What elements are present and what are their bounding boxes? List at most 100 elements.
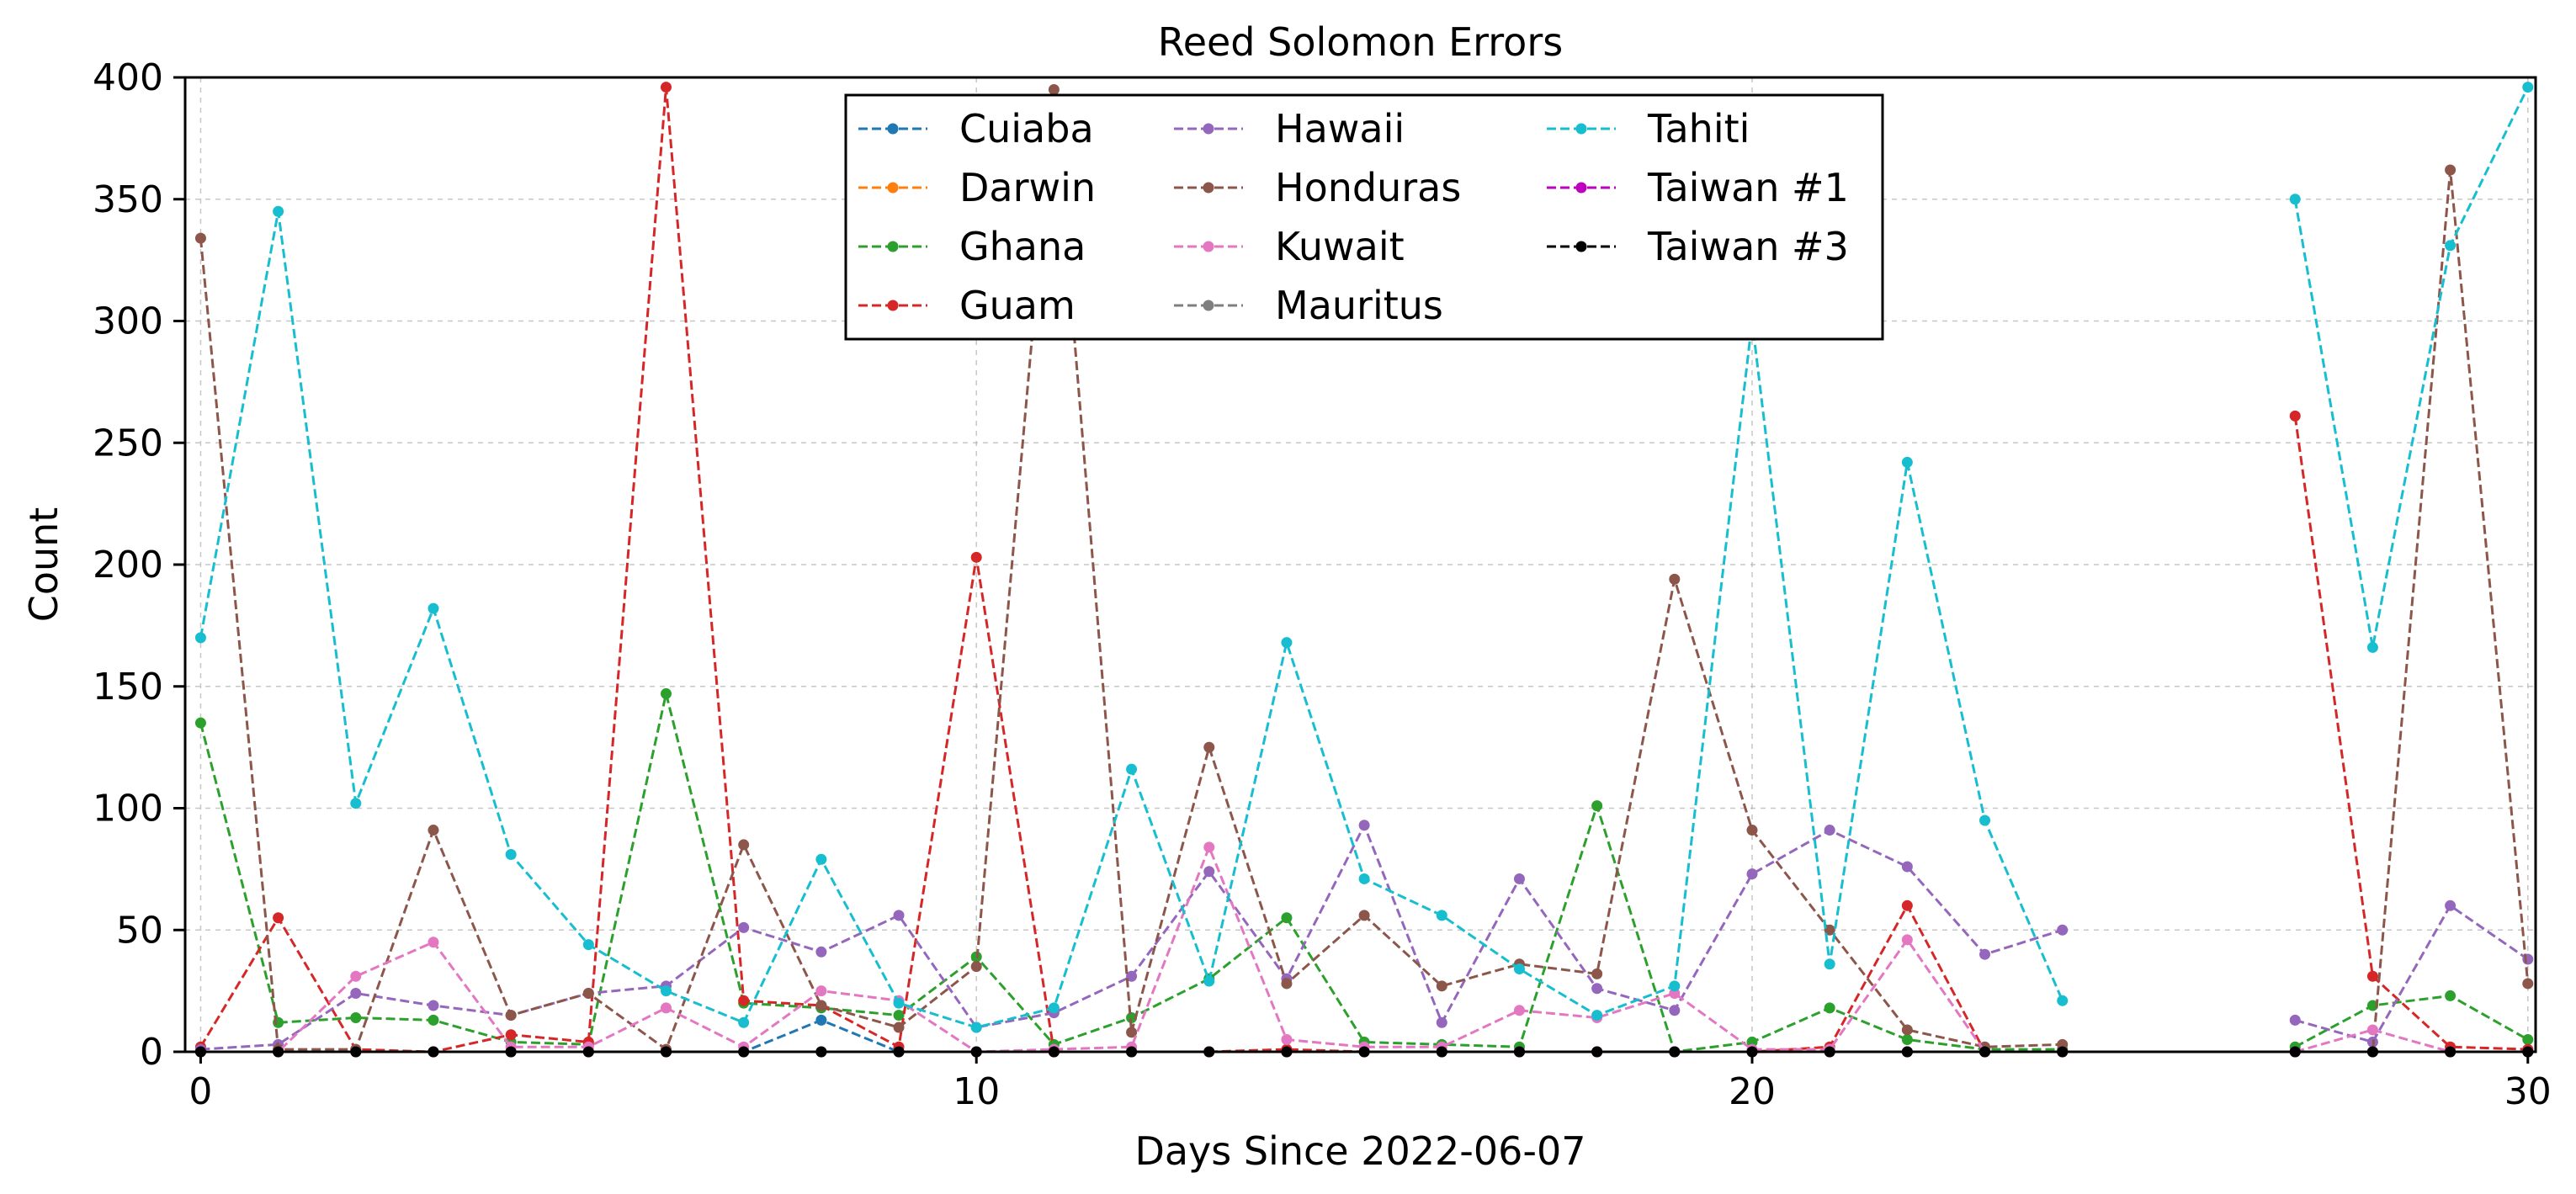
data-point-tahiti xyxy=(661,985,672,997)
y-tick-label: 250 xyxy=(93,422,163,464)
data-point-hawaii xyxy=(1126,970,1138,982)
data-point-tahiti xyxy=(1126,763,1138,775)
data-point-kuwait xyxy=(661,1002,672,1014)
data-point-kuwait xyxy=(350,970,362,982)
data-point-tahiti xyxy=(815,853,827,865)
x-axis-label: Days Since 2022-06-07 xyxy=(1134,1128,1585,1174)
data-point-honduras xyxy=(738,839,750,851)
legend-label: Honduras xyxy=(1275,165,1461,210)
data-point-hawaii xyxy=(1203,866,1215,878)
y-tick-label: 50 xyxy=(116,909,163,952)
y-tick-label: 300 xyxy=(93,300,163,343)
y-tick-label: 200 xyxy=(93,544,163,586)
data-point-honduras xyxy=(194,232,206,244)
data-point-guam xyxy=(505,1029,517,1041)
series-line-ghana xyxy=(2294,994,2529,1048)
data-point-tahiti xyxy=(428,602,439,614)
data-point-kuwait xyxy=(1281,1034,1293,1046)
legend-label: Kuwait xyxy=(1275,224,1405,269)
data-point-tahiti xyxy=(1436,910,1447,921)
data-point-honduras xyxy=(893,1022,905,1033)
legend-item-hawaii: Hawaii xyxy=(1174,106,1405,151)
data-point-tahiti xyxy=(893,997,905,1009)
data-point-hawaii xyxy=(1824,825,1835,836)
data-point-hawaii xyxy=(2057,924,2069,936)
legend-label: Darwin xyxy=(959,165,1096,210)
data-point-ghana xyxy=(350,1011,362,1023)
legend-label: Ghana xyxy=(959,224,1086,269)
data-point-hawaii xyxy=(738,921,750,933)
data-point-honduras xyxy=(1281,978,1293,990)
data-point-honduras xyxy=(1591,968,1603,979)
data-point-tahiti xyxy=(1669,980,1681,992)
data-point-tahiti xyxy=(582,939,594,951)
legend-label: Taiwan #1 xyxy=(1647,165,1849,210)
data-point-hawaii xyxy=(428,1000,439,1011)
y-tick-label: 0 xyxy=(140,1031,163,1074)
data-point-ghana xyxy=(1824,1002,1835,1014)
data-point-hawaii xyxy=(1901,861,1913,873)
data-point-kuwait xyxy=(1513,1005,1525,1016)
data-point-tahiti xyxy=(1358,873,1370,884)
legend-marker xyxy=(1203,241,1214,252)
data-point-honduras xyxy=(1824,924,1835,936)
data-point-tahiti xyxy=(505,849,517,861)
data-point-ghana xyxy=(1126,1011,1138,1023)
data-point-kuwait xyxy=(815,985,827,997)
legend-label: Cuiaba xyxy=(959,106,1094,151)
legend-item-kuwait: Kuwait xyxy=(1174,224,1405,269)
data-point-tahiti xyxy=(970,1022,982,1033)
data-point-tahiti xyxy=(1979,815,1991,826)
legend-marker xyxy=(887,241,899,252)
legend-item-ghana: Ghana xyxy=(858,224,1086,269)
legend-item-darwin: Darwin xyxy=(858,165,1096,210)
data-point-tahiti xyxy=(1901,456,1913,468)
data-point-tahiti xyxy=(350,798,362,809)
legend-marker xyxy=(1203,182,1214,194)
legend-box xyxy=(844,93,1884,341)
legend-item-taiwan-1: Taiwan #1 xyxy=(1547,165,1849,210)
legend-item-taiwan-3: Taiwan #3 xyxy=(1547,224,1849,269)
data-point-kuwait xyxy=(1203,841,1215,853)
data-point-kuwait xyxy=(428,937,439,948)
legend-marker xyxy=(887,300,899,311)
data-point-tahiti xyxy=(1591,1010,1603,1022)
data-point-ghana xyxy=(893,1010,905,1022)
data-point-honduras xyxy=(1746,825,1758,836)
data-point-ghana xyxy=(1281,912,1293,924)
data-point-honduras xyxy=(505,1010,517,1022)
legend-item-honduras: Honduras xyxy=(1174,165,1461,210)
data-point-honduras xyxy=(815,1000,827,1011)
legend-item-guam: Guam xyxy=(858,283,1076,328)
data-point-honduras xyxy=(1358,910,1370,921)
legend-item-mauritus: Mauritus xyxy=(1174,283,1443,328)
data-point-tahiti xyxy=(194,632,206,644)
data-point-ghana xyxy=(1591,800,1603,812)
x-tick-label: 20 xyxy=(1729,1070,1776,1113)
data-point-hawaii xyxy=(1358,820,1370,831)
data-point-hawaii xyxy=(350,988,362,1000)
y-tick-label: 150 xyxy=(93,666,163,708)
legend-marker xyxy=(1575,182,1587,194)
x-tick-label: 30 xyxy=(2504,1070,2552,1113)
legend-label: Taiwan #3 xyxy=(1647,224,1849,269)
legend-marker xyxy=(1575,123,1587,135)
legend: Cuiaba Darwin Ghana Guam Hawaii Honduras Kuwai… xyxy=(844,93,1884,341)
legend-marker xyxy=(887,182,899,194)
data-point-tahiti xyxy=(1824,958,1835,970)
data-point-hawaii xyxy=(1746,868,1758,880)
legend-label: Mauritus xyxy=(1275,283,1443,328)
data-point-guam xyxy=(1901,899,1913,911)
series-line-hawaii xyxy=(2294,904,2529,1044)
data-point-ghana xyxy=(194,717,206,729)
data-point-honduras xyxy=(1901,1024,1913,1036)
data-point-tahiti xyxy=(273,205,284,217)
data-point-honduras xyxy=(970,961,982,973)
legend-marker xyxy=(1575,241,1587,252)
data-point-ghana xyxy=(661,687,672,699)
data-point-guam xyxy=(2366,970,2378,982)
data-point-kuwait xyxy=(2366,1024,2378,1036)
series-line-guam xyxy=(2293,416,2528,1051)
legend-marker xyxy=(887,123,899,135)
